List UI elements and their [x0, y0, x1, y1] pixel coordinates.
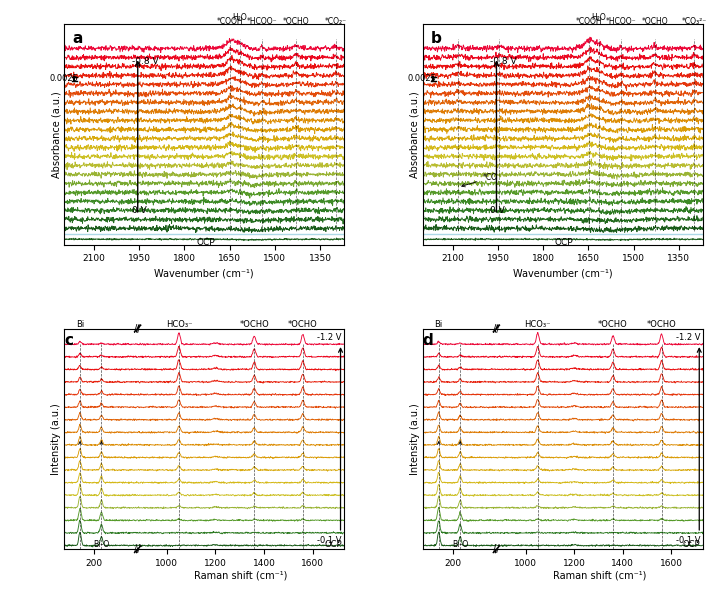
X-axis label: Raman shift (cm⁻¹): Raman shift (cm⁻¹) [195, 571, 288, 581]
Text: *OCHO: *OCHO [288, 321, 318, 330]
Y-axis label: Intensity (a.u.): Intensity (a.u.) [51, 403, 61, 475]
Text: //: // [493, 544, 500, 554]
X-axis label: Wavenumber (cm⁻¹): Wavenumber (cm⁻¹) [513, 269, 613, 279]
Text: *HCOO⁻: *HCOO⁻ [247, 17, 278, 26]
Text: d: d [422, 333, 433, 348]
Text: b: b [431, 30, 442, 45]
Text: -0.1 V: -0.1 V [676, 536, 701, 544]
Text: //: // [134, 544, 141, 554]
X-axis label: Raman shift (cm⁻¹): Raman shift (cm⁻¹) [553, 571, 646, 581]
Text: Bi: Bi [76, 321, 84, 330]
Text: *OCHO: *OCHO [283, 17, 310, 26]
Text: *HCOO⁻: *HCOO⁻ [606, 17, 636, 26]
Y-axis label: Absorbance (a.u.): Absorbance (a.u.) [410, 91, 420, 178]
Text: -0.1 V: -0.1 V [317, 536, 342, 544]
Text: *OCHO: *OCHO [647, 321, 677, 330]
Text: //: // [493, 324, 500, 334]
Text: 0 V: 0 V [491, 206, 506, 215]
Text: OCP: OCP [196, 238, 215, 247]
Text: c: c [64, 333, 73, 348]
Text: 0.0025: 0.0025 [49, 75, 78, 84]
Text: Bi-O: Bi-O [452, 540, 469, 549]
Text: -1.2 V: -1.2 V [676, 333, 701, 342]
Text: H₂O: H₂O [591, 13, 606, 22]
Text: HCO₃⁻: HCO₃⁻ [525, 321, 551, 330]
Text: //: // [134, 324, 141, 334]
Text: -0.8 V: -0.8 V [491, 57, 517, 66]
Y-axis label: Intensity (a.u.): Intensity (a.u.) [410, 403, 420, 475]
Text: *CO: *CO [462, 173, 497, 187]
Text: OCP: OCP [555, 238, 574, 247]
Text: *COOH: *COOH [217, 17, 244, 26]
Text: Bi-O: Bi-O [93, 540, 109, 549]
Text: HCO₃⁻: HCO₃⁻ [165, 321, 192, 330]
Text: *OCHO: *OCHO [239, 321, 269, 330]
Text: OCP: OCP [683, 540, 701, 549]
Text: *CO₂⁻: *CO₂⁻ [324, 17, 346, 26]
Text: H₂O: H₂O [232, 13, 247, 22]
Text: -0.8 V: -0.8 V [132, 57, 158, 66]
Text: *OCHO: *OCHO [598, 321, 628, 330]
Text: -1.2 V: -1.2 V [317, 333, 342, 342]
Text: OCP: OCP [324, 540, 342, 549]
Text: a: a [72, 30, 82, 45]
Text: *CO₃²⁻: *CO₃²⁻ [682, 17, 707, 26]
Text: *COOH: *COOH [576, 17, 602, 26]
Y-axis label: Absorbance (a.u.): Absorbance (a.u.) [51, 91, 61, 178]
Text: Bi: Bi [435, 321, 443, 330]
Text: 0 V: 0 V [132, 206, 146, 215]
Text: *OCHO: *OCHO [641, 17, 668, 26]
Text: 0.0025: 0.0025 [408, 75, 437, 84]
X-axis label: Wavenumber (cm⁻¹): Wavenumber (cm⁻¹) [154, 269, 254, 279]
